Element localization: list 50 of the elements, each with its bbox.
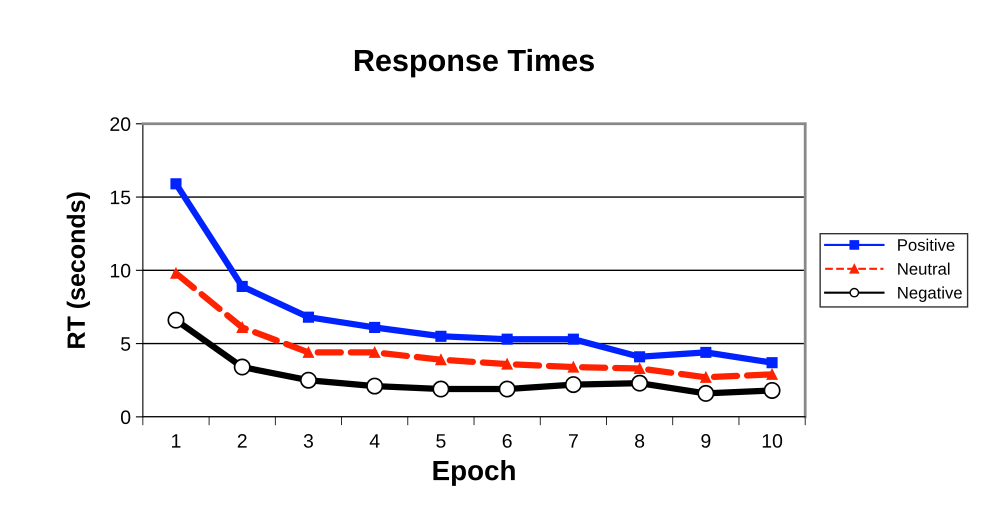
x-tick-label: 2 [238,434,247,448]
y-tick-label: 5 [121,337,130,351]
point [366,378,384,395]
point [234,358,251,376]
x-tick-label: 3 [304,434,313,448]
point [369,346,380,358]
point [300,372,317,389]
point [302,346,314,358]
point [766,357,778,368]
point [502,358,513,370]
y-tick-label: 15 [110,190,130,204]
legend-label: Negative [898,286,962,302]
x-tick-label: 10 [762,434,782,448]
x-tick-label: 9 [701,434,710,448]
y-tick-label: 10 [110,264,130,278]
point [498,380,516,398]
point [369,322,380,334]
y-tick-label: 0 [121,410,130,424]
point [764,382,781,399]
x-tick-label: 5 [436,434,446,448]
point [634,351,646,362]
point [564,376,582,394]
x-tick-label: 8 [635,434,644,448]
point [568,334,579,345]
chart-title: Response Times [354,48,594,78]
point [170,178,182,190]
point [168,312,184,329]
x-tick-label: 7 [568,434,578,448]
point [700,346,712,358]
x-tick-label: 4 [370,434,380,448]
point [236,322,248,334]
point [236,280,248,292]
point [502,334,513,345]
point [697,384,714,402]
point [568,361,579,373]
point [700,372,712,383]
point [432,380,450,398]
point [631,374,648,392]
point [766,368,778,380]
point [435,330,446,342]
point [435,354,446,366]
point [302,312,314,323]
x-tick-label: 6 [502,434,512,448]
legend-label: Neutral [898,262,950,275]
point [634,362,646,374]
x-axis-title: Epoch [433,460,515,486]
x-tick-label: 1 [172,434,180,448]
y-tick-label: 20 [110,117,130,132]
legend-label: Positive [898,238,954,251]
y-axis-title: RT (seconds) [66,192,90,348]
